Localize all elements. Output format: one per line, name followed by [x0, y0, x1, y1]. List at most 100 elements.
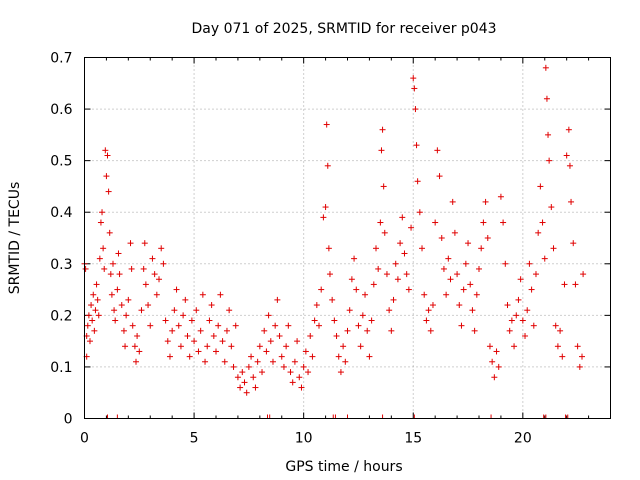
- data-point: [245, 363, 252, 370]
- data-point: [269, 358, 276, 365]
- data-point: [272, 322, 279, 329]
- data-point: [188, 317, 195, 324]
- data-point: [511, 343, 518, 350]
- data-point: [416, 209, 423, 216]
- y-tick-label: 0.7: [50, 51, 72, 67]
- data-point: [355, 322, 362, 329]
- data-point: [122, 343, 129, 350]
- data-point: [545, 131, 552, 138]
- data-point: [267, 338, 274, 345]
- data-point: [357, 343, 364, 350]
- data-point: [493, 348, 500, 355]
- data-point: [368, 317, 375, 324]
- data-point: [108, 291, 115, 298]
- data-point: [460, 286, 467, 293]
- data-point: [294, 338, 301, 345]
- data-point: [261, 327, 268, 334]
- data-point: [232, 322, 239, 329]
- data-point: [580, 271, 587, 278]
- data-point: [283, 343, 290, 350]
- data-point: [133, 358, 140, 365]
- data-point: [274, 296, 281, 303]
- data-point: [535, 229, 542, 236]
- data-point: [322, 204, 329, 211]
- data-point: [543, 95, 550, 102]
- data-point: [366, 353, 373, 360]
- y-tick-label: 0.5: [50, 154, 72, 170]
- data-point: [296, 374, 303, 381]
- data-point: [197, 327, 204, 334]
- data-point: [333, 332, 340, 339]
- data-point: [125, 296, 132, 303]
- data-point: [103, 173, 110, 180]
- data-point: [171, 307, 178, 314]
- data-point: [134, 332, 141, 339]
- data-point: [351, 255, 358, 262]
- data-point: [579, 353, 586, 360]
- data-point: [141, 240, 148, 247]
- data-point: [116, 271, 123, 278]
- data-point: [153, 291, 160, 298]
- data-point: [380, 183, 387, 190]
- data-point: [259, 369, 266, 376]
- data-point: [362, 291, 369, 298]
- data-point: [559, 353, 566, 360]
- data-point: [500, 219, 507, 226]
- data-point: [215, 322, 222, 329]
- data-point: [278, 353, 285, 360]
- data-point: [419, 245, 426, 252]
- data-point: [100, 245, 107, 252]
- data-point: [265, 312, 272, 319]
- data-point: [484, 235, 491, 241]
- data-point: [234, 374, 241, 381]
- data-point: [524, 307, 531, 314]
- data-point: [147, 322, 154, 329]
- data-point: [528, 286, 535, 293]
- plot-frame: [84, 57, 611, 419]
- data-point: [548, 204, 555, 211]
- data-point: [204, 343, 211, 350]
- data-point: [202, 358, 209, 365]
- data-point: [300, 363, 307, 370]
- data-point: [120, 327, 127, 334]
- data-point: [532, 271, 539, 278]
- data-point: [114, 286, 121, 293]
- data-point: [413, 142, 420, 149]
- data-point: [434, 147, 441, 154]
- data-point: [568, 198, 575, 205]
- x-tick-label: 0: [80, 431, 89, 447]
- data-point: [90, 291, 97, 298]
- data-point: [239, 369, 246, 376]
- data-point: [570, 240, 577, 247]
- data-point: [337, 369, 344, 376]
- data-point: [495, 363, 502, 370]
- data-point: [508, 317, 515, 324]
- data-point: [429, 302, 436, 309]
- data-point: [386, 307, 393, 314]
- data-point: [326, 271, 333, 278]
- data-point: [89, 317, 96, 324]
- data-point: [210, 332, 217, 339]
- data-point: [186, 353, 193, 360]
- data-point: [101, 265, 108, 272]
- data-point: [287, 369, 294, 376]
- data-point: [473, 291, 480, 298]
- data-point: [280, 363, 287, 370]
- data-point: [411, 85, 418, 92]
- data-point: [375, 265, 382, 272]
- data-point: [550, 245, 557, 252]
- data-point: [252, 384, 259, 391]
- data-point: [131, 343, 138, 350]
- data-point: [285, 322, 292, 329]
- data-point: [370, 281, 377, 288]
- x-axis-label: GPS time / hours: [285, 459, 402, 475]
- data-point: [151, 271, 158, 278]
- data-point: [291, 358, 298, 365]
- data-point: [199, 291, 206, 298]
- data-point: [320, 214, 327, 221]
- data-point: [546, 157, 553, 164]
- grid: [84, 57, 611, 419]
- data-point: [563, 152, 570, 159]
- y-tick-label: 0.4: [50, 205, 72, 221]
